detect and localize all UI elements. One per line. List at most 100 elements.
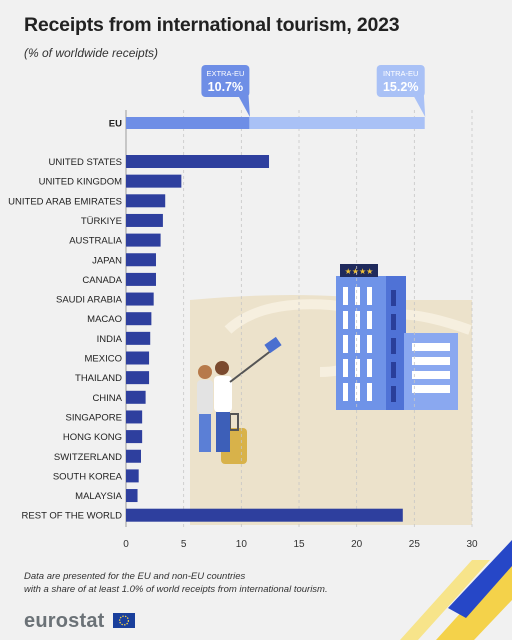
eu-label: EU bbox=[109, 119, 122, 130]
polygon-decoration-2 bbox=[400, 560, 490, 640]
x-axis-ticks: 0 5 10 15 20 25 30 bbox=[123, 539, 478, 550]
hotel-windows bbox=[343, 287, 396, 402]
hotel-window bbox=[343, 287, 348, 305]
bar-united-arab-emirates bbox=[126, 194, 166, 208]
category-label: MALAYSIA bbox=[75, 491, 122, 502]
bar-thailand bbox=[126, 371, 150, 385]
selfie-stick bbox=[229, 349, 273, 383]
traveller-head-1 bbox=[198, 365, 212, 379]
extra-eu-callout-name: EXTRA-EU bbox=[206, 69, 244, 78]
footnote-line-2: with a share of at least 1.0% of world r… bbox=[24, 583, 328, 595]
traveller-head-2 bbox=[215, 361, 229, 375]
corner-stripes bbox=[400, 540, 512, 640]
eu-flag-icon bbox=[113, 613, 136, 628]
hotel-window-side bbox=[391, 290, 396, 306]
extra-eu-callout-box bbox=[201, 65, 250, 97]
intra-eu-callout-pointer bbox=[413, 93, 426, 117]
traveller-legs-1 bbox=[199, 414, 211, 452]
hotel-window bbox=[343, 359, 348, 377]
extra-eu-callout-pointer bbox=[238, 93, 250, 117]
footnote: Data are presented for the EU and non-EU… bbox=[24, 571, 328, 596]
bar-south-korea bbox=[126, 469, 139, 483]
intra-eu-callout-value: 15.2% bbox=[383, 80, 418, 94]
bar-united-states bbox=[126, 155, 270, 168]
traveller-body-2 bbox=[214, 376, 232, 412]
x-tick-label: 30 bbox=[466, 539, 478, 550]
annex-window-2 bbox=[412, 357, 450, 365]
hotel-stars: ★★★★ bbox=[345, 267, 374, 276]
category-label: SOUTH KOREA bbox=[53, 471, 123, 482]
hotel-window bbox=[355, 359, 360, 377]
hotel-window bbox=[343, 311, 348, 329]
hotel-window bbox=[367, 359, 372, 377]
category-label: SWITZERLAND bbox=[54, 452, 122, 463]
hotel-window-side bbox=[391, 314, 396, 330]
hotel-window-side bbox=[391, 362, 396, 378]
hotel-window bbox=[355, 287, 360, 305]
chart-subtitle: (% of worldwide receipts) bbox=[24, 46, 159, 60]
category-label: AUSTRALIA bbox=[69, 236, 122, 247]
hotel-window bbox=[355, 311, 360, 329]
footnote-line-1: Data are presented for the EU and non-EU… bbox=[24, 571, 246, 582]
category-label: UNITED ARAB EMIRATES bbox=[8, 196, 122, 207]
bar-singapore bbox=[126, 410, 143, 424]
x-tick-label: 20 bbox=[351, 539, 363, 550]
hotel-sign bbox=[340, 264, 378, 277]
hotel-window bbox=[343, 383, 348, 401]
category-label: UNITED STATES bbox=[48, 157, 122, 168]
bar-intra-eu bbox=[249, 117, 425, 129]
category-label: SAUDI ARABIA bbox=[56, 295, 123, 306]
hotel-window bbox=[367, 383, 372, 401]
category-label: CHINA bbox=[92, 393, 122, 404]
category-label: THAILAND bbox=[75, 373, 122, 384]
hotel-window-side bbox=[391, 338, 396, 354]
chart-title: Receipts from international tourism, 202… bbox=[24, 14, 400, 36]
bar-saudi-arabia bbox=[126, 292, 154, 306]
category-label: CANADA bbox=[82, 275, 122, 286]
hotel-window bbox=[367, 287, 372, 305]
category-label: JAPAN bbox=[92, 255, 122, 266]
hotel-window bbox=[343, 335, 348, 353]
x-tick-label: 5 bbox=[181, 539, 187, 550]
traveller-legs-2 bbox=[216, 412, 230, 452]
annex-window-3 bbox=[412, 371, 450, 379]
eu-bar-group: EU EXTRA-EU 10.7% INTRA-EU 15.2% bbox=[109, 65, 426, 130]
hotel-window bbox=[355, 335, 360, 353]
category-label: MEXICO bbox=[85, 354, 122, 365]
bar-malaysia bbox=[126, 489, 138, 503]
bar-switzerland bbox=[126, 449, 141, 463]
x-tick-label: 10 bbox=[236, 539, 248, 550]
annex-window-4 bbox=[412, 385, 450, 393]
category-label: TÜRKIYE bbox=[81, 216, 122, 227]
x-tick-label: 25 bbox=[409, 539, 421, 550]
annex-window-1 bbox=[412, 343, 450, 351]
category-labels: UNITED STATES UNITED KINGDOM UNITED ARAB E… bbox=[8, 157, 123, 522]
category-label: MACAO bbox=[87, 314, 122, 325]
intra-eu-callout-box bbox=[376, 65, 425, 97]
brand-text: eurostat bbox=[24, 610, 105, 632]
category-label: REST OF THE WORLD bbox=[22, 511, 123, 522]
bar-united-kingdom bbox=[126, 174, 182, 188]
bar-india bbox=[126, 331, 151, 345]
tourism-illustration: ★★★★ bbox=[190, 264, 472, 525]
bar-japan bbox=[126, 253, 156, 267]
hotel-window bbox=[355, 383, 360, 401]
bar-hong-kong bbox=[126, 430, 143, 444]
polygon-decoration-3 bbox=[448, 540, 512, 618]
country-bars bbox=[126, 155, 403, 522]
hotel-window bbox=[367, 335, 372, 353]
bar-mexico bbox=[126, 351, 150, 365]
phone bbox=[264, 336, 282, 354]
intra-eu-callout-name: INTRA-EU bbox=[383, 69, 418, 78]
bar-canada bbox=[126, 272, 156, 286]
category-label: HONG KONG bbox=[63, 432, 122, 443]
extra-eu-callout-value: 10.7% bbox=[208, 80, 243, 94]
bar-t-rkiye bbox=[126, 213, 163, 227]
x-tick-label: 0 bbox=[123, 539, 129, 550]
hotel-window-side bbox=[391, 386, 396, 402]
bar-china bbox=[126, 390, 146, 404]
eurostat-logo: eurostat bbox=[24, 610, 136, 633]
category-label: INDIA bbox=[97, 334, 123, 345]
category-label: SINGAPORE bbox=[66, 412, 123, 423]
